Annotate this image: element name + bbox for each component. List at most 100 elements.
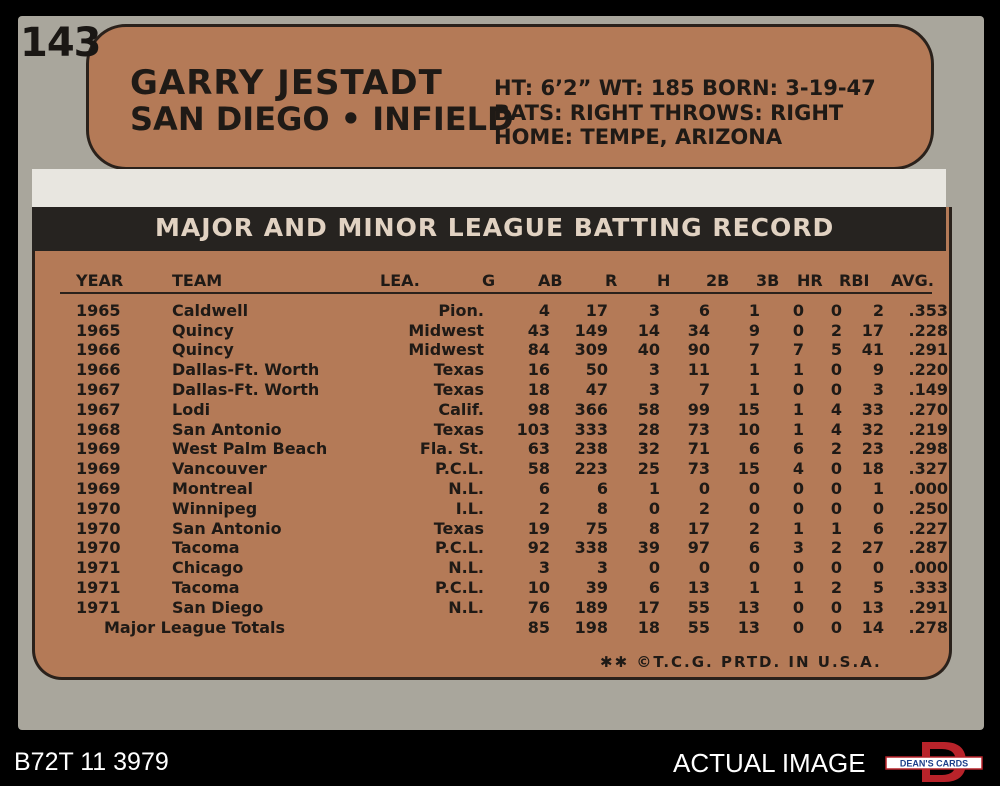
cell-ab: 17 <box>585 300 608 320</box>
cell-hr: 4 <box>830 419 842 439</box>
cell-r: 3 <box>648 380 660 400</box>
cell-3b: 0 <box>792 320 804 340</box>
cell-avg: .228 <box>908 320 948 340</box>
cell-league: P.C.L. <box>435 578 484 598</box>
cell-g: 6 <box>538 479 550 499</box>
cell-g: 98 <box>527 399 550 419</box>
cell-2b: 1 <box>748 300 760 320</box>
cell-team: San Diego <box>172 597 264 617</box>
cell-h: 99 <box>687 399 710 419</box>
totals-h: 55 <box>687 617 710 637</box>
cell-3b: 3 <box>792 538 804 558</box>
table-row: 1971 Tacoma P.C.L. 10 39 6 13 1 1 2 5 .333 <box>58 578 948 598</box>
cell-h: 2 <box>698 498 710 518</box>
cell-rbi: 23 <box>861 439 884 459</box>
cell-avg: .287 <box>908 538 948 558</box>
cell-2b: 0 <box>748 498 760 518</box>
cell-ab: 6 <box>596 479 608 499</box>
table-row: 1968 San Antonio Texas 103 333 28 73 10 1 4 32 .219 <box>58 420 948 440</box>
cell-league: N.L. <box>448 597 484 617</box>
table-row: 1969 West Palm Beach Fla. St. 63 238 32 71 6 6 2 2… <box>58 440 948 460</box>
totals-hr: 0 <box>830 617 842 637</box>
table-row: 1965 Caldwell Pion. 4 17 3 6 1 0 0 2 .353 <box>58 301 948 321</box>
cell-r: 1 <box>648 479 660 499</box>
cell-g: 92 <box>527 538 550 558</box>
cell-r: 17 <box>637 597 660 617</box>
cell-h: 90 <box>687 340 710 360</box>
cell-team: Montreal <box>172 479 253 499</box>
cell-team: Quincy <box>172 340 234 360</box>
cell-hr: 0 <box>830 479 842 499</box>
col-header-team: TEAM <box>172 271 223 290</box>
cell-league: Texas <box>433 380 484 400</box>
cell-r: 39 <box>637 538 660 558</box>
bio-line-2: BATS: RIGHT THROWS: RIGHT <box>494 101 844 125</box>
totals-rbi: 14 <box>861 617 884 637</box>
cell-3b: 4 <box>792 459 804 479</box>
cell-r: 40 <box>637 340 660 360</box>
cell-h: 6 <box>698 300 710 320</box>
cell-ab: 238 <box>574 439 608 459</box>
cell-ab: 75 <box>585 518 608 538</box>
cell-2b: 10 <box>737 419 760 439</box>
cell-hr: 5 <box>830 340 842 360</box>
cell-ab: 149 <box>574 320 608 340</box>
totals-avg: .278 <box>908 617 948 637</box>
cell-rbi: 0 <box>872 498 884 518</box>
cell-3b: 0 <box>792 380 804 400</box>
cell-team: San Antonio <box>172 419 282 439</box>
cell-ab: 223 <box>574 459 608 479</box>
cell-league: Pion. <box>438 300 484 320</box>
table-row: 1971 San Diego N.L. 76 189 17 55 13 0 0 13 .291 <box>58 598 948 618</box>
cell-2b: 0 <box>748 558 760 578</box>
copyright-line: ✱✱ ©T.C.G. PRTD. IN U.S.A. <box>600 653 882 671</box>
cell-ab: 3 <box>596 558 608 578</box>
cell-r: 32 <box>637 439 660 459</box>
cell-g: 3 <box>538 558 550 578</box>
cell-year: 1969 <box>76 459 121 479</box>
cell-year: 1965 <box>76 300 121 320</box>
cell-ab: 309 <box>574 340 608 360</box>
bio-line-3: HOME: TEMPE, ARIZONA <box>494 125 783 149</box>
cell-rbi: 13 <box>861 597 884 617</box>
col-header-ab: AB <box>538 271 563 290</box>
cell-team: Winnipeg <box>172 498 258 518</box>
cell-team: Dallas-Ft. Worth <box>172 380 320 400</box>
cell-rbi: 33 <box>861 399 884 419</box>
cell-h: 0 <box>698 558 710 578</box>
bio-line-1: HT: 6’2” WT: 185 BORN: 3-19-47 <box>494 76 876 100</box>
totals-2b: 13 <box>737 617 760 637</box>
cell-year: 1965 <box>76 320 121 340</box>
cell-ab: 338 <box>574 538 608 558</box>
totals-label: Major League Totals <box>104 617 285 637</box>
cell-league: Fla. St. <box>419 439 484 459</box>
col-header-3b: 3B <box>756 271 780 290</box>
cell-2b: 2 <box>748 518 760 538</box>
col-header-r: R <box>605 271 618 290</box>
cell-r: 28 <box>637 419 660 439</box>
cell-r: 0 <box>648 498 660 518</box>
cell-league: P.C.L. <box>435 538 484 558</box>
cell-year: 1966 <box>76 360 121 380</box>
cell-h: 13 <box>687 578 710 598</box>
cell-hr: 2 <box>830 320 842 340</box>
cell-team: Tacoma <box>172 538 240 558</box>
team-position: SAN DIEGO • INFIELD <box>130 100 514 138</box>
cell-h: 97 <box>687 538 710 558</box>
cell-avg: .353 <box>908 300 948 320</box>
cell-avg: .000 <box>908 558 948 578</box>
col-header-rbi: RBI <box>839 271 870 290</box>
cell-year: 1967 <box>76 380 121 400</box>
cell-r: 14 <box>637 320 660 340</box>
col-header-hr: HR <box>797 271 823 290</box>
cell-3b: 1 <box>792 419 804 439</box>
cell-rbi: 0 <box>872 558 884 578</box>
cell-rbi: 27 <box>861 538 884 558</box>
cell-rbi: 32 <box>861 419 884 439</box>
cell-g: 2 <box>538 498 550 518</box>
cell-league: Texas <box>433 360 484 380</box>
cell-2b: 1 <box>748 380 760 400</box>
cell-team: West Palm Beach <box>172 439 328 459</box>
table-row: 1971 Chicago N.L. 3 3 0 0 0 0 0 0 .000 <box>58 558 948 578</box>
cell-year: 1970 <box>76 538 121 558</box>
